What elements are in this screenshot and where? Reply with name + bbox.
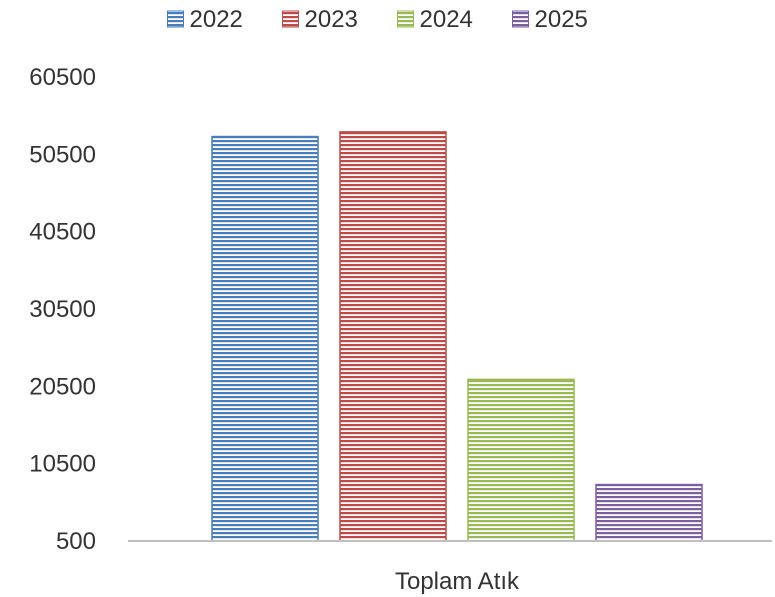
legend-label: 2023	[305, 6, 358, 33]
y-tick-label: 50500	[29, 141, 96, 168]
legend-swatch	[512, 10, 529, 28]
x-axis: Toplam Atık	[395, 568, 520, 595]
legend-label: 2024	[420, 6, 473, 33]
legend-swatch	[167, 10, 184, 28]
legend-item-2022: 2022	[167, 6, 243, 33]
y-tick-label: 10500	[29, 451, 96, 478]
legend-item-2023: 2023	[282, 6, 358, 33]
x-category-label: Toplam Atık	[395, 568, 520, 595]
y-tick-label: 30500	[29, 296, 96, 323]
bar-2022	[211, 135, 319, 542]
legend: 2022 2023 2024 2025	[167, 6, 588, 33]
bar-2024	[467, 378, 575, 542]
bar-2025	[595, 483, 703, 542]
bar-2023	[339, 131, 447, 542]
legend-label: 2025	[535, 6, 588, 33]
y-tick-label: 60500	[29, 64, 96, 91]
legend-item-2025: 2025	[512, 6, 588, 33]
legend-swatch	[282, 10, 299, 28]
y-tick-label: 40500	[29, 219, 96, 246]
legend-swatch	[397, 10, 414, 28]
legend-label: 2022	[190, 6, 243, 33]
y-axis: 500 10500 20500 30500 40500 50500 60500	[29, 64, 96, 555]
y-tick-label: 500	[56, 528, 96, 555]
y-tick-label: 20500	[29, 373, 96, 400]
legend-item-2024: 2024	[397, 6, 473, 33]
bars	[211, 131, 703, 542]
